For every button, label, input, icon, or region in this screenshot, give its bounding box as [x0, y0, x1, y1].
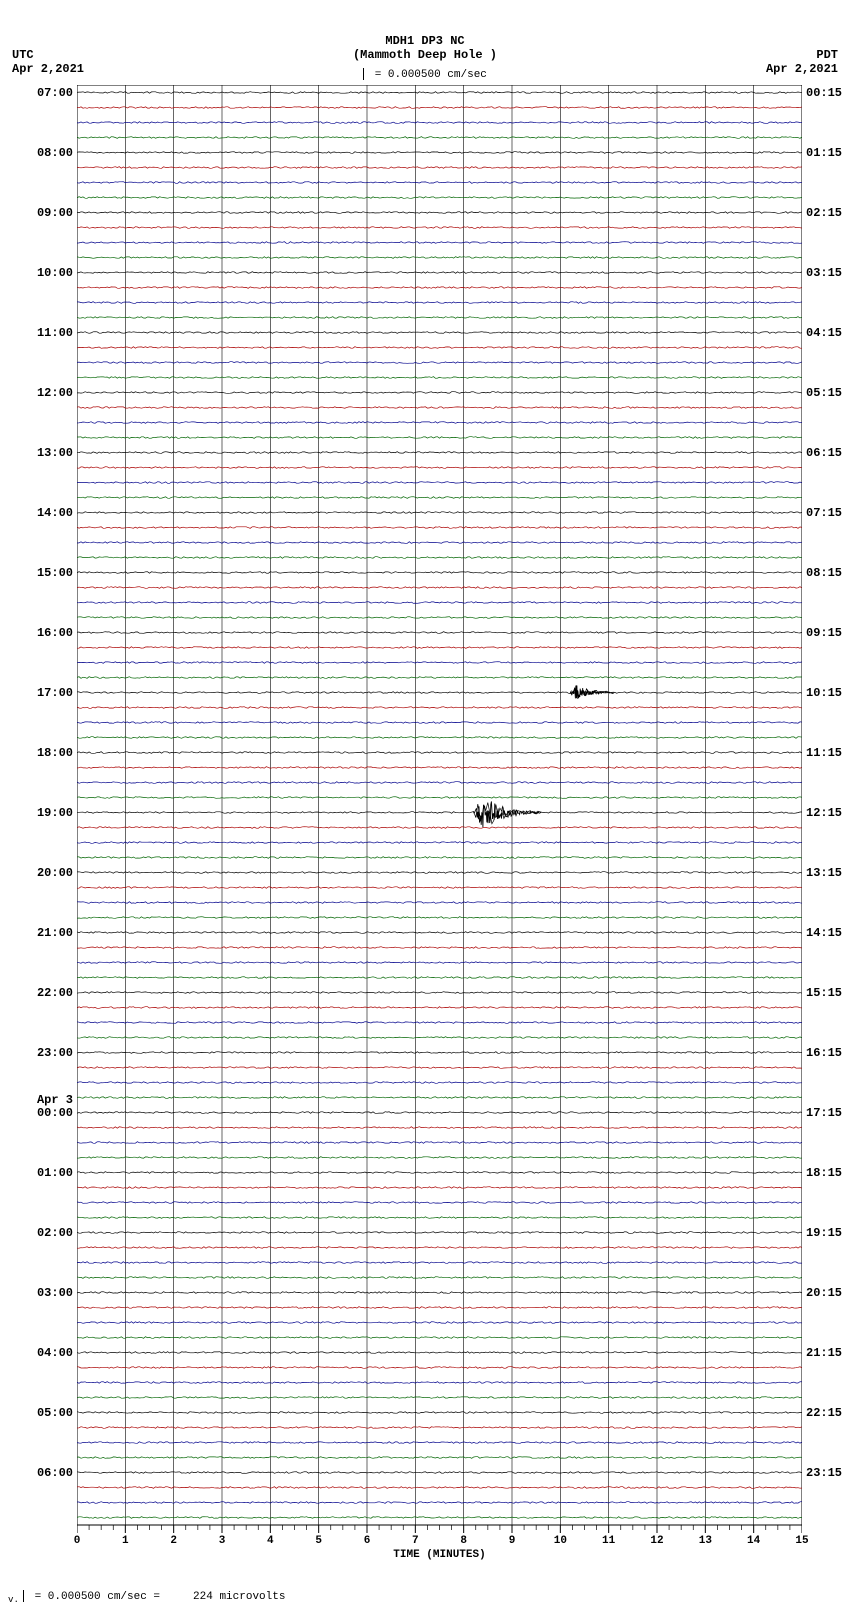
right-hour-label: 07:15	[806, 506, 842, 520]
right-hour-label: 16:15	[806, 1046, 842, 1060]
right-hour-label: 08:15	[806, 566, 842, 580]
left-hour-label: 13:00	[37, 446, 73, 460]
x-tick-label: 6	[364, 1535, 371, 1547]
left-hour-label: 22:00	[37, 986, 73, 1000]
scale-text: = 0.000500 cm/sec	[375, 69, 487, 81]
left-hour-label: 00:00	[37, 1106, 73, 1120]
x-tick-label: 7	[412, 1535, 419, 1547]
x-tick-label: 13	[699, 1535, 712, 1547]
left-hour-label: 11:00	[37, 326, 73, 340]
x-tick-label: 2	[170, 1535, 177, 1547]
right-hour-label: 21:15	[806, 1346, 842, 1360]
seismogram-svg	[77, 85, 802, 1525]
right-hour-label: 19:15	[806, 1226, 842, 1240]
x-axis: TIME (MINUTES) 0123456789101112131415	[77, 1525, 802, 1570]
left-hour-label: 01:00	[37, 1166, 73, 1180]
right-hour-label: 03:15	[806, 266, 842, 280]
seismogram-plot	[77, 85, 802, 1525]
left-hour-label: 08:00	[37, 146, 73, 160]
left-hour-label: 23:00	[37, 1046, 73, 1060]
right-hour-label: 06:15	[806, 446, 842, 460]
left-hour-label: 12:00	[37, 386, 73, 400]
left-hour-label: 10:00	[37, 266, 73, 280]
station-name: (Mammoth Deep Hole )	[0, 48, 850, 62]
left-hour-label: 07:00	[37, 86, 73, 100]
right-hour-label: 10:15	[806, 686, 842, 700]
right-hour-label: 22:15	[806, 1406, 842, 1420]
left-hour-label: 19:00	[37, 806, 73, 820]
left-hour-label: 16:00	[37, 626, 73, 640]
right-hour-label: 14:15	[806, 926, 842, 940]
left-hour-label: 14:00	[37, 506, 73, 520]
scale-bar-icon	[363, 68, 364, 80]
left-hour-label: 15:00	[37, 566, 73, 580]
x-tick-label: 10	[554, 1535, 567, 1547]
left-hour-label: 04:00	[37, 1346, 73, 1360]
right-hour-label: 04:15	[806, 326, 842, 340]
x-tick-label: 12	[650, 1535, 663, 1547]
left-hour-label: 03:00	[37, 1286, 73, 1300]
right-hour-label: 23:15	[806, 1466, 842, 1480]
x-tick-label: 3	[219, 1535, 226, 1547]
right-hour-label: 12:15	[806, 806, 842, 820]
right-hour-label: 01:15	[806, 146, 842, 160]
right-hour-label: 02:15	[806, 206, 842, 220]
x-tick-label: 5	[315, 1535, 322, 1547]
right-hour-axis: 00:15 01:15 02:15 03:15 04:15 05:15 06:15 07:15…	[804, 85, 850, 1525]
right-hour-label: 13:15	[806, 866, 842, 880]
chart-header: UTC Apr 2,2021 PDT Apr 2,2021 MDH1 DP3 N…	[0, 0, 850, 85]
x-axis-label: TIME (MINUTES)	[77, 1549, 802, 1561]
footer-sub: v.	[8, 1594, 19, 1605]
x-tick-label: 4	[267, 1535, 274, 1547]
right-hour-label: 15:15	[806, 986, 842, 1000]
left-day-label: Apr 3	[37, 1093, 73, 1107]
x-tick-label: 11	[602, 1535, 615, 1547]
left-hour-label: 06:00	[37, 1466, 73, 1480]
x-tick-label: 15	[795, 1535, 808, 1547]
right-hour-label: 00:15	[806, 86, 842, 100]
right-hour-label: 05:15	[806, 386, 842, 400]
right-hour-label: 17:15	[806, 1106, 842, 1120]
x-tick-label: 14	[747, 1535, 760, 1547]
x-tick-label: 0	[74, 1535, 81, 1547]
footer-value: 224 microvolts	[193, 1591, 285, 1603]
x-tick-label: 9	[509, 1535, 516, 1547]
right-hour-label: 11:15	[806, 746, 842, 760]
x-tick-label: 1	[122, 1535, 129, 1547]
footer-scale: v. = 0.000500 cm/sec = 224 microvolts	[8, 1590, 850, 1610]
left-hour-label: 20:00	[37, 866, 73, 880]
left-hour-axis: 07:00 08:00 09:00 10:00 11:00 12:00 13:00 14:00…	[0, 85, 75, 1525]
right-hour-label: 09:15	[806, 626, 842, 640]
x-tick-label: 8	[460, 1535, 467, 1547]
x-axis-ticks	[77, 1525, 802, 1537]
left-hour-label: 05:00	[37, 1406, 73, 1420]
right-hour-label: 18:15	[806, 1166, 842, 1180]
station-code: MDH1 DP3 NC	[0, 34, 850, 48]
footer-prefix: = 0.000500 cm/sec =	[35, 1591, 160, 1603]
left-hour-label: 18:00	[37, 746, 73, 760]
scale-label: = 0.000500 cm/sec	[0, 68, 850, 81]
footer-bar-icon	[23, 1590, 24, 1602]
left-hour-label: 21:00	[37, 926, 73, 940]
left-hour-label: 09:00	[37, 206, 73, 220]
left-hour-label: 02:00	[37, 1226, 73, 1240]
left-hour-label: 17:00	[37, 686, 73, 700]
right-hour-label: 20:15	[806, 1286, 842, 1300]
